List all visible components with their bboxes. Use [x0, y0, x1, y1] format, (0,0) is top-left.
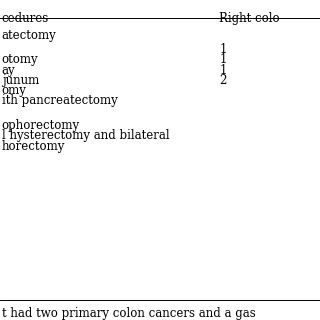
Text: 2: 2	[219, 74, 227, 87]
Text: ophorectomy: ophorectomy	[2, 119, 80, 132]
Text: 1: 1	[219, 53, 227, 67]
Text: omy: omy	[2, 84, 27, 97]
Text: horectomy: horectomy	[2, 140, 65, 153]
Text: cedures: cedures	[2, 12, 49, 25]
Text: atectomy: atectomy	[2, 29, 56, 42]
Text: junum: junum	[2, 74, 39, 87]
Text: l hysterectomy and bilateral: l hysterectomy and bilateral	[2, 129, 169, 142]
Text: Right colo: Right colo	[219, 12, 280, 25]
Text: otomy: otomy	[2, 53, 38, 67]
Text: ith pancreatectomy: ith pancreatectomy	[2, 94, 117, 108]
Text: ay: ay	[2, 64, 15, 77]
Text: t had two primary colon cancers and a gas: t had two primary colon cancers and a ga…	[2, 307, 255, 320]
Text: 1: 1	[219, 43, 227, 56]
Text: 1: 1	[219, 64, 227, 77]
